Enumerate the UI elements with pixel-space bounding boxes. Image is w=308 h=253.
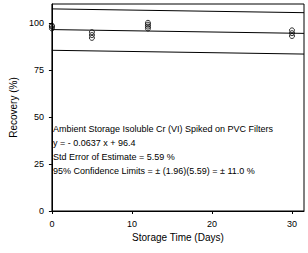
svg-text:30: 30 (287, 219, 297, 229)
svg-text:25: 25 (34, 159, 44, 169)
svg-text:75: 75 (34, 65, 44, 75)
svg-text:0: 0 (39, 206, 44, 216)
svg-text:20: 20 (207, 219, 217, 229)
svg-text:y = - 0.0637 x + 96.4: y = - 0.0637 x + 96.4 (53, 138, 136, 148)
svg-text:100: 100 (29, 18, 44, 28)
svg-text:50: 50 (34, 112, 44, 122)
svg-text:Ambient Storage Isoluble Cr (V: Ambient Storage Isoluble Cr (VI) Spiked … (53, 124, 274, 134)
svg-text:95% Confidence Limits = ± (1.9: 95% Confidence Limits = ± (1.96)(5.59) =… (53, 166, 255, 176)
svg-text:0: 0 (49, 219, 54, 229)
svg-text:Std Error of Estimate = 5.59 %: Std Error of Estimate = 5.59 % (53, 152, 175, 162)
svg-text:Storage Time (Days): Storage Time (Days) (132, 232, 224, 243)
svg-text:10: 10 (127, 219, 137, 229)
svg-text:Recovery (%): Recovery (%) (8, 77, 19, 138)
